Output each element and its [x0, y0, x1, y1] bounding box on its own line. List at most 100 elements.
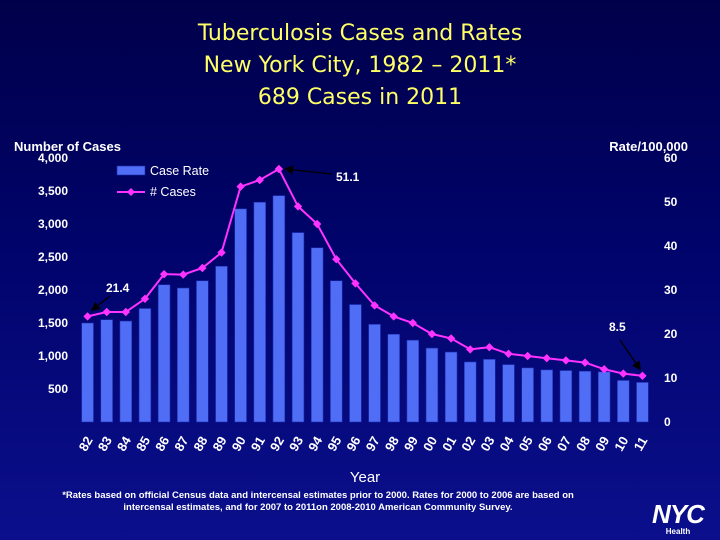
bar: [597, 371, 611, 423]
data-point: [408, 318, 418, 328]
data-point: [140, 294, 150, 303]
annotation-start: 21.4: [106, 281, 130, 295]
bar: [502, 364, 515, 423]
x-tick-label: 02: [458, 434, 478, 454]
annotation-end: 8.5: [609, 320, 626, 334]
legend-label: # Cases: [150, 185, 196, 199]
data-point: [179, 270, 188, 279]
x-tick-label: 88: [190, 434, 210, 454]
annotation-arrow: [283, 165, 333, 175]
left-tick-label: 3,000: [38, 217, 68, 231]
data-point: [351, 279, 360, 288]
right-tick-label: 20: [664, 327, 678, 341]
data-point: [102, 307, 111, 317]
bar: [291, 232, 305, 423]
x-tick-label: 01: [439, 434, 459, 454]
annotation-peak: 51.1: [336, 170, 360, 184]
data-point: [466, 345, 475, 354]
x-tick-label: 97: [363, 434, 383, 454]
x-tick-label: 83: [95, 434, 115, 454]
x-tick-label: 94: [305, 433, 326, 454]
data-point: [523, 351, 532, 361]
x-tick-label: 11: [631, 434, 651, 453]
bar: [196, 280, 209, 423]
bar: [310, 247, 324, 423]
right-tick-label: 30: [664, 283, 678, 297]
data-point: [83, 312, 92, 321]
annotation-arrow: [619, 339, 641, 371]
x-tick-label: 82: [76, 434, 96, 454]
left-axis-label: Number of Cases: [14, 139, 121, 154]
data-point: [504, 349, 513, 358]
bar: [617, 380, 630, 423]
title-line-1: Tuberculosis Cases and Rates: [197, 21, 523, 46]
bar: [559, 370, 573, 423]
right-tick-label: 0: [664, 415, 671, 429]
x-tick-label: 05: [516, 434, 536, 454]
right-tick-label: 10: [664, 371, 678, 385]
data-point: [274, 164, 284, 174]
bar: [272, 195, 286, 423]
bar: [177, 287, 190, 423]
data-point: [312, 219, 322, 229]
data-point: [485, 343, 494, 352]
x-tick-label: 10: [611, 434, 631, 454]
x-tick-label: 07: [554, 434, 574, 454]
bar: [425, 347, 439, 423]
data-point: [446, 334, 456, 343]
bar: [464, 361, 477, 423]
legend-bar-swatch: [116, 165, 146, 176]
bar: [215, 265, 228, 423]
annotation-arrow: [90, 295, 111, 311]
bar: [406, 339, 420, 423]
left-tick-label: 1,500: [38, 316, 68, 330]
x-tick-label: 92: [267, 434, 287, 454]
x-tick-label: 06: [535, 434, 555, 454]
bar: [100, 319, 113, 423]
data-point: [542, 354, 551, 363]
bar: [540, 369, 553, 423]
right-tick-label: 60: [664, 151, 678, 165]
left-tick-label: 2,500: [38, 250, 68, 264]
data-point: [236, 182, 245, 191]
x-tick-label: 93: [286, 434, 306, 454]
x-tick-label: 09: [592, 434, 612, 454]
left-tick-label: 2,000: [38, 283, 68, 297]
data-point: [561, 356, 571, 365]
x-tick-label: 90: [229, 434, 249, 454]
chart-title: Tuberculosis Cases and Rates New York Ci…: [0, 18, 720, 114]
x-tick-label: 04: [496, 433, 517, 454]
bar: [521, 367, 534, 423]
x-tick-label: 85: [133, 434, 153, 454]
x-tick-label: 84: [114, 433, 135, 454]
data-point: [389, 312, 398, 321]
x-tick-label: 95: [324, 434, 344, 454]
x-tick-label: 96: [343, 434, 363, 454]
x-axis-label: Year: [350, 469, 380, 486]
x-tick-label: 89: [209, 434, 229, 454]
left-tick-label: 1,000: [38, 349, 68, 363]
rate-line: [87, 167, 643, 377]
bar: [387, 333, 400, 423]
data-point: [427, 329, 437, 339]
left-tick-label: 4,000: [38, 151, 68, 165]
legend-marker: [127, 188, 135, 196]
title-line-2: New York City, 1982 – 2011*: [203, 53, 517, 78]
x-tick-label: 03: [477, 434, 497, 454]
data-point: [332, 255, 341, 264]
data-point: [255, 175, 264, 185]
x-tick-label: 87: [171, 434, 191, 454]
x-tick-label: 91: [248, 434, 268, 454]
x-tick-label: 86: [152, 434, 172, 454]
nyc-health-logo: NYC Health: [640, 500, 716, 538]
right-tick-label: 40: [664, 239, 678, 253]
x-tick-label: 00: [420, 434, 440, 454]
title-line-3: 689 Cases in 2011: [257, 85, 463, 110]
left-tick-label: 3,500: [38, 184, 68, 198]
data-point: [217, 248, 226, 257]
bar: [119, 320, 133, 423]
x-tick-label: 08: [573, 434, 593, 454]
data-point: [619, 369, 628, 378]
data-point: [580, 358, 590, 367]
data-point: [370, 301, 379, 310]
